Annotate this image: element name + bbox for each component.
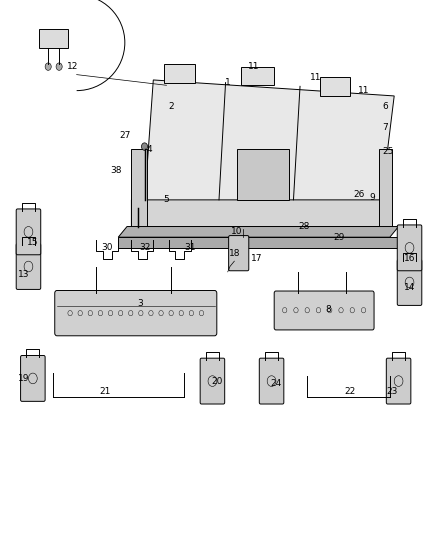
Text: 30: 30 (102, 244, 113, 252)
Polygon shape (118, 227, 399, 237)
Text: 22: 22 (345, 387, 356, 396)
Text: 6: 6 (382, 102, 389, 111)
Text: 7: 7 (382, 124, 389, 132)
Text: 26: 26 (353, 190, 365, 199)
Text: 25: 25 (382, 148, 393, 156)
Circle shape (56, 63, 62, 70)
Text: 21: 21 (99, 387, 111, 396)
Text: 11: 11 (358, 86, 369, 95)
Polygon shape (131, 149, 147, 227)
FancyBboxPatch shape (16, 244, 41, 289)
Circle shape (45, 63, 51, 70)
Text: 24: 24 (270, 379, 282, 388)
Text: 9: 9 (369, 193, 375, 201)
Text: 16: 16 (404, 254, 415, 263)
Polygon shape (379, 149, 392, 227)
Text: 12: 12 (67, 62, 78, 71)
Polygon shape (237, 149, 289, 200)
Polygon shape (145, 80, 394, 203)
Text: 1: 1 (225, 78, 231, 87)
Text: 29: 29 (334, 233, 345, 241)
Text: 4: 4 (146, 145, 152, 154)
FancyBboxPatch shape (16, 209, 41, 255)
FancyBboxPatch shape (397, 225, 422, 271)
Text: 11: 11 (310, 73, 321, 82)
Text: 11: 11 (248, 62, 260, 71)
Polygon shape (131, 200, 385, 227)
Text: 19: 19 (18, 374, 30, 383)
Text: 14: 14 (404, 284, 415, 292)
FancyBboxPatch shape (274, 291, 374, 330)
Text: 13: 13 (18, 270, 30, 279)
FancyBboxPatch shape (386, 358, 411, 404)
Text: 32: 32 (139, 244, 150, 252)
FancyBboxPatch shape (21, 356, 45, 401)
FancyBboxPatch shape (229, 236, 249, 271)
Polygon shape (241, 67, 274, 85)
Text: 10: 10 (231, 228, 242, 236)
Text: 38: 38 (110, 166, 122, 175)
Text: 2: 2 (168, 102, 173, 111)
Text: 18: 18 (229, 249, 240, 257)
Text: 5: 5 (163, 196, 170, 204)
FancyBboxPatch shape (397, 260, 422, 305)
Polygon shape (164, 64, 195, 83)
Text: 8: 8 (325, 305, 332, 313)
Text: 31: 31 (185, 244, 196, 252)
FancyBboxPatch shape (259, 358, 284, 404)
FancyBboxPatch shape (55, 290, 217, 336)
Text: 17: 17 (251, 254, 262, 263)
Polygon shape (320, 77, 350, 96)
Polygon shape (118, 237, 399, 248)
Text: 20: 20 (211, 377, 223, 385)
Circle shape (141, 143, 148, 150)
Text: 23: 23 (386, 387, 398, 396)
FancyBboxPatch shape (200, 358, 225, 404)
Text: 27: 27 (119, 132, 131, 140)
Text: 28: 28 (299, 222, 310, 231)
Polygon shape (39, 29, 68, 48)
Text: 15: 15 (27, 238, 39, 247)
Text: 3: 3 (137, 300, 143, 308)
